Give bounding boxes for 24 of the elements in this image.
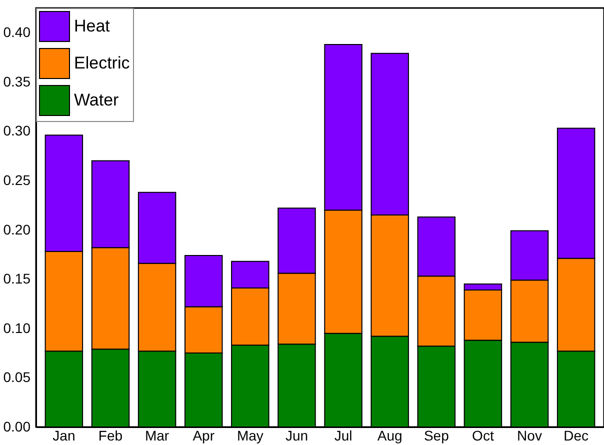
x-tick-label: Jun [285,428,308,444]
y-tick-label: 0.40 [3,24,31,40]
y-tick-label: 0.30 [3,122,31,139]
legend-label: Heat [74,16,110,36]
x-tick-label: Feb [98,428,123,444]
x-tick-label: Nov [517,428,542,444]
x-tick-label: Mar [144,428,170,444]
y-tick-label: 0.00 [3,418,31,434]
y-tick-label: 0.25 [3,172,31,188]
y-tick-label: 0.15 [3,270,31,287]
x-tick-label: Apr [192,428,215,444]
x-tick-label: May [236,428,264,444]
y-tick-label: 0.10 [3,320,31,336]
y-tick-label: 0.05 [3,369,31,386]
x-tick-label: Aug [377,428,402,444]
x-tick-label: Oct [472,428,494,444]
legend-label: Electric [74,54,130,72]
x-tick-label: Sep [424,428,450,444]
x-tick-label: Jul [334,428,352,444]
x-tick-label: Jan [52,428,76,444]
legend-label: Water [74,90,120,110]
x-tick-label: Dec [564,428,589,444]
y-tick-label: 0.35 [3,73,31,90]
y-tick-label: 0.20 [3,221,31,238]
